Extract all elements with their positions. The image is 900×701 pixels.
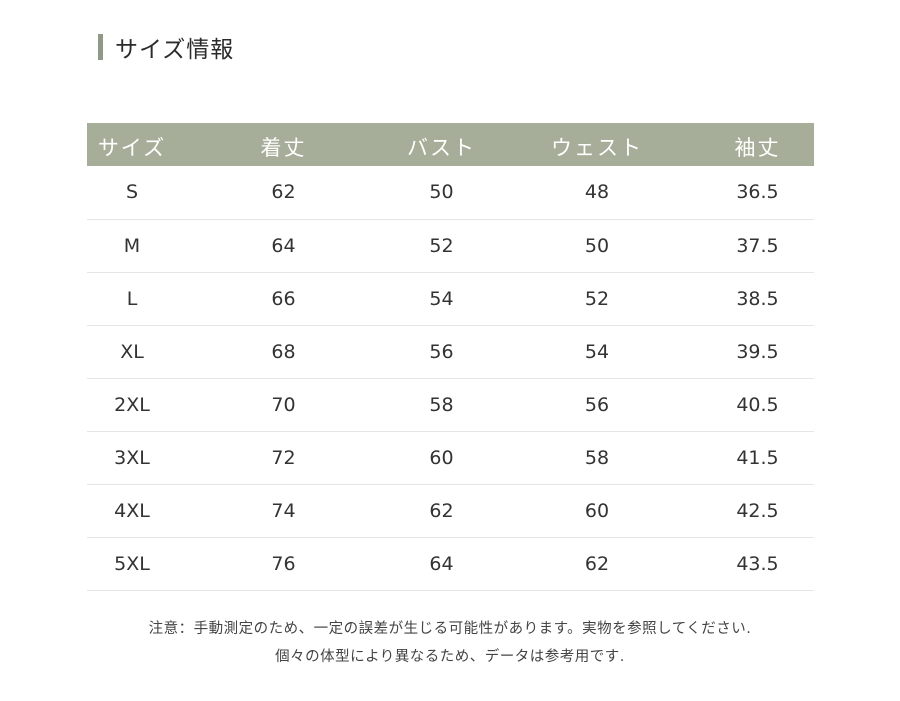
cell-length: 72 bbox=[271, 446, 296, 469]
cell-length: 74 bbox=[271, 499, 296, 522]
cell-sleeve: 36.5 bbox=[736, 181, 779, 204]
cell-bust: 52 bbox=[429, 234, 454, 257]
cell-waist: 50 bbox=[584, 234, 610, 257]
reference-note: 個々の体型により異なるため、データは参考用です. bbox=[275, 649, 625, 665]
table-row: 3XL 72 60 58 41.5 bbox=[87, 431, 814, 484]
cell-bust: 60 bbox=[429, 446, 454, 469]
cell-sleeve: 38.5 bbox=[736, 287, 779, 310]
header-length: 着丈 bbox=[260, 135, 307, 160]
table-row: 5XL 76 64 62 43.5 bbox=[87, 537, 814, 590]
cell-size: 3XL bbox=[114, 446, 150, 469]
size-table: サイズ 着丈 バスト ウェスト 袖丈 S 62 50 48 36.5 M 64 … bbox=[87, 123, 814, 591]
cell-size: 5XL bbox=[114, 552, 150, 575]
table-row: S 62 50 48 36.5 bbox=[87, 166, 814, 219]
cell-length: 70 bbox=[271, 393, 296, 416]
cell-size: 2XL bbox=[114, 393, 150, 416]
cell-length: 62 bbox=[271, 181, 296, 204]
cell-bust: 58 bbox=[429, 393, 454, 416]
title-accent-bar bbox=[98, 34, 103, 60]
cell-waist: 54 bbox=[584, 340, 610, 363]
cell-size: 4XL bbox=[114, 499, 150, 522]
cell-bust: 62 bbox=[429, 499, 454, 522]
cell-length: 68 bbox=[271, 340, 296, 363]
cell-waist: 60 bbox=[584, 499, 610, 522]
table-row: XL 68 56 54 39.5 bbox=[87, 325, 814, 378]
table-row: 2XL 70 58 56 40.5 bbox=[87, 378, 814, 431]
page-title-text: サイズ情報 bbox=[115, 37, 235, 63]
header-waist: ウェスト bbox=[551, 135, 643, 160]
table-row: M 64 52 50 37.5 bbox=[87, 219, 814, 272]
cell-bust: 54 bbox=[429, 287, 454, 310]
header-bust: バスト bbox=[407, 135, 476, 160]
cell-sleeve: 39.5 bbox=[736, 340, 779, 363]
header-size: サイズ bbox=[97, 135, 167, 160]
cell-size: L bbox=[126, 287, 138, 310]
measurement-note: 注意：手動測定のため、一定の誤差が生じる可能性があります。実物を参照してください… bbox=[148, 621, 752, 637]
cell-size: S bbox=[125, 181, 139, 204]
size-table-body: S 62 50 48 36.5 M 64 52 50 37.5 L 66 54 … bbox=[87, 166, 814, 590]
cell-size: XL bbox=[120, 340, 144, 363]
cell-bust: 64 bbox=[429, 552, 454, 575]
cell-sleeve: 41.5 bbox=[736, 446, 779, 469]
cell-waist: 56 bbox=[584, 393, 610, 416]
table-header-row: サイズ 着丈 バスト ウェスト 袖丈 bbox=[87, 123, 814, 166]
cell-waist: 48 bbox=[584, 181, 610, 204]
cell-sleeve: 43.5 bbox=[736, 552, 779, 575]
header-sleeve: 袖丈 bbox=[734, 135, 781, 160]
cell-length: 76 bbox=[271, 552, 296, 575]
cell-length: 64 bbox=[271, 234, 296, 257]
cell-waist: 52 bbox=[584, 287, 610, 310]
page-title: サイズ情報 bbox=[98, 30, 234, 64]
cell-bust: 50 bbox=[429, 181, 454, 204]
cell-sleeve: 40.5 bbox=[736, 393, 779, 416]
cell-waist: 62 bbox=[584, 552, 610, 575]
table-row: L 66 54 52 38.5 bbox=[87, 272, 814, 325]
cell-length: 66 bbox=[271, 287, 296, 310]
cell-sleeve: 37.5 bbox=[736, 234, 779, 257]
cell-sleeve: 42.5 bbox=[736, 499, 779, 522]
table-row: 4XL 74 62 60 42.5 bbox=[87, 484, 814, 537]
cell-bust: 56 bbox=[429, 340, 454, 363]
size-table-header: サイズ 着丈 バスト ウェスト 袖丈 bbox=[87, 123, 814, 166]
cell-waist: 58 bbox=[584, 446, 610, 469]
cell-size: M bbox=[123, 234, 141, 257]
